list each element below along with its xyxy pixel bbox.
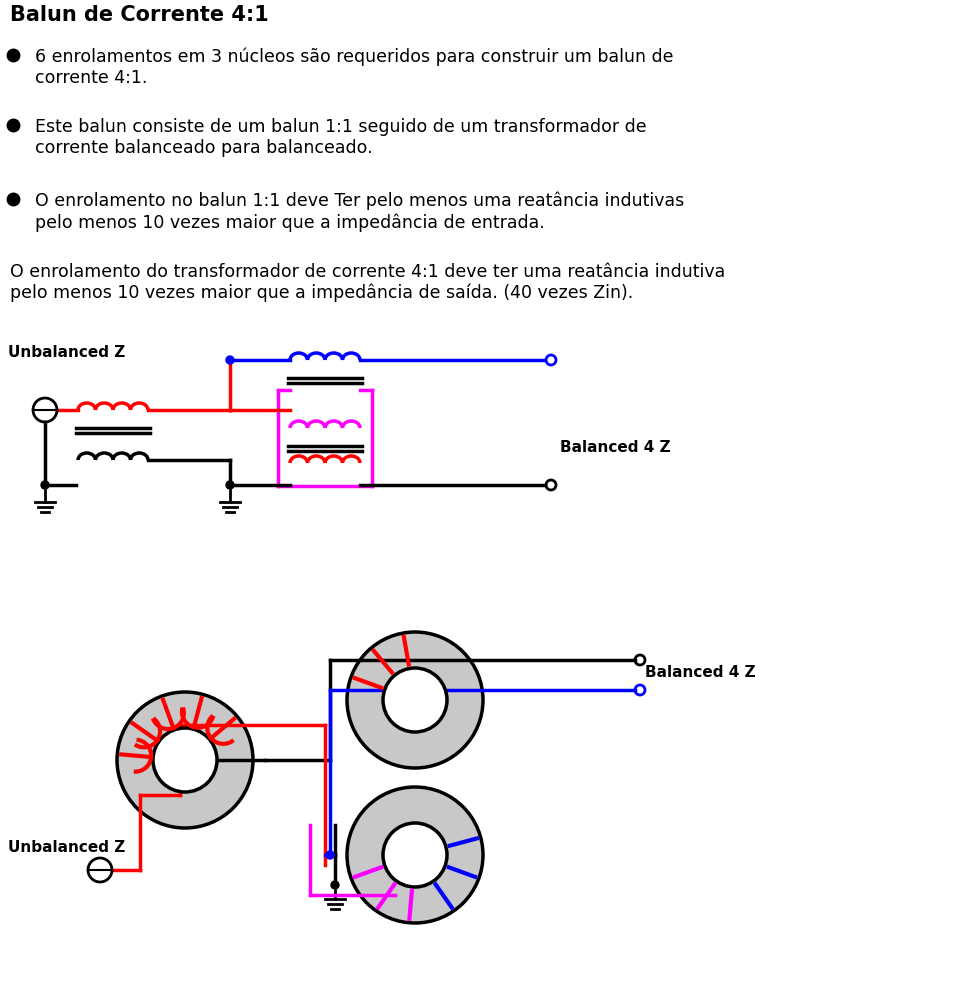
Text: 6 enrolamentos em 3 núcleos são requeridos para construir um balun de
corrente 4: 6 enrolamentos em 3 núcleos são requerid… xyxy=(35,48,674,87)
Circle shape xyxy=(326,851,334,859)
Text: Unbalanced Z: Unbalanced Z xyxy=(8,840,125,855)
Circle shape xyxy=(117,692,253,828)
Text: Balanced 4 Z: Balanced 4 Z xyxy=(645,665,756,680)
Text: Este balun consiste de um balun 1:1 seguido de um transformador de
corrente bala: Este balun consiste de um balun 1:1 segu… xyxy=(35,118,647,157)
Circle shape xyxy=(383,823,447,887)
Circle shape xyxy=(383,668,447,732)
Circle shape xyxy=(226,481,234,489)
Text: Unbalanced Z: Unbalanced Z xyxy=(8,345,125,360)
Text: O enrolamento no balun 1:1 deve Ter pelo menos uma reatância indutivas
pelo meno: O enrolamento no balun 1:1 deve Ter pelo… xyxy=(35,192,684,232)
Circle shape xyxy=(41,481,49,489)
Text: Balanced 4 Z: Balanced 4 Z xyxy=(560,440,671,455)
Circle shape xyxy=(226,356,234,364)
Circle shape xyxy=(331,881,339,889)
Circle shape xyxy=(153,728,217,792)
Text: O enrolamento do transformador de corrente 4:1 deve ter uma reatância indutiva
p: O enrolamento do transformador de corren… xyxy=(10,263,725,302)
Circle shape xyxy=(347,632,483,768)
Text: Balun de Corrente 4:1: Balun de Corrente 4:1 xyxy=(10,5,269,25)
Circle shape xyxy=(347,787,483,923)
